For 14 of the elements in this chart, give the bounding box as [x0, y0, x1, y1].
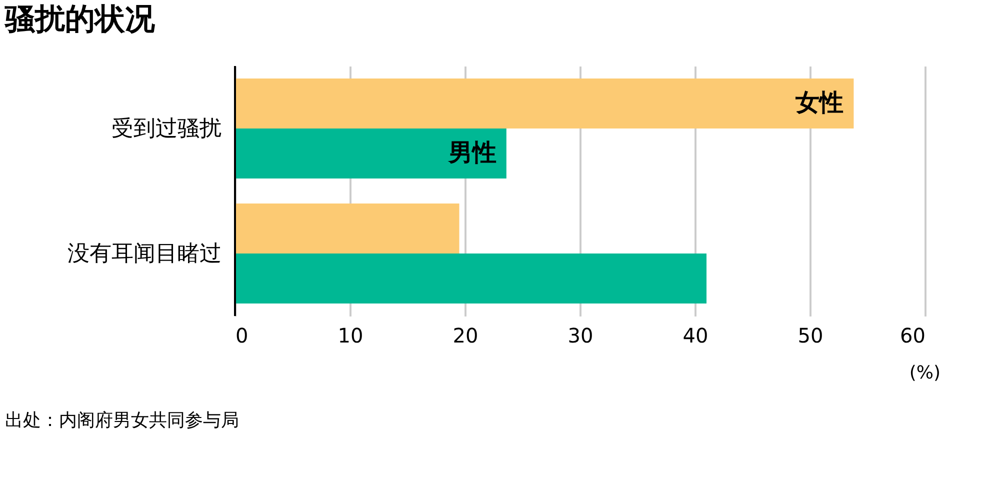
- x-tick-label: 50: [798, 324, 824, 348]
- chart-title: 骚扰的状况: [4, 2, 156, 37]
- x-tick-label: 20: [452, 324, 478, 348]
- x-tick-label: 60: [900, 324, 926, 348]
- text: 出处：内阁府男女共同参与局: [5, 410, 239, 431]
- x-axis-title: (%): [909, 362, 940, 384]
- y-tick-label: 没有耳闻目睹过: [68, 242, 222, 266]
- x-tick-label: 40: [682, 324, 708, 348]
- y-tick-label: 受到过骚扰: [112, 116, 222, 142]
- x-tick-label: 30: [568, 324, 594, 348]
- series-label: 男性: [447, 138, 496, 166]
- x-tick-label: 10: [338, 324, 364, 348]
- series-label: 女性: [794, 88, 844, 116]
- x-tick-label: 0: [236, 324, 248, 348]
